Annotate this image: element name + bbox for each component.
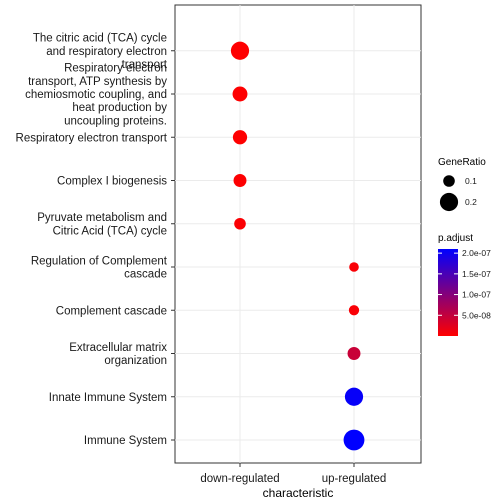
x-axis-title: characteristic	[263, 486, 334, 500]
y-tick-label-line: Complement cascade	[56, 305, 167, 317]
size-legend-label: 0.2	[465, 197, 477, 207]
y-tick-label-line: Pyruvate metabolism and	[37, 212, 167, 224]
y-tick-label-line: heat production by	[72, 102, 167, 114]
color-legend-label: 5.0e-08	[462, 310, 491, 320]
data-point	[232, 86, 248, 102]
y-tick-label: Respiratory electron transport, ATP synth…	[25, 63, 167, 128]
color-legend-title: p.adjust	[438, 233, 473, 244]
color-legend-label: 1.0e-07	[462, 290, 491, 300]
y-tick-label-line: chemiosmotic coupling, and	[25, 89, 167, 101]
y-tick-label-line: transport	[122, 59, 168, 71]
points	[230, 41, 365, 451]
data-point	[347, 347, 361, 360]
y-tick-label-line: Innate Immune System	[49, 392, 167, 404]
y-tick-label-line: The citric acid (TCA) cycle	[33, 33, 167, 45]
data-point	[343, 429, 365, 451]
data-point	[233, 174, 247, 187]
y-tick-label: Complex I biogenesis	[57, 176, 167, 188]
color-bar	[438, 249, 458, 336]
data-point	[234, 217, 246, 230]
size-legend: GeneRatio 0.1 0.2	[438, 157, 486, 212]
x-tick-label: up-regulated	[322, 473, 387, 485]
color-legend-label: 1.5e-07	[462, 269, 491, 279]
y-tick-label-line: uncoupling proteins.	[64, 115, 167, 127]
y-tick-label-line: Regulation of Complement	[31, 255, 168, 267]
y-tick-label: Extracellular matrix organization	[69, 342, 167, 367]
y-tick-label: Pyruvate metabolism and Citric Acid (TCA)…	[37, 212, 167, 237]
y-tick-label: Regulation of Complement cascade	[31, 255, 168, 280]
y-tick-label-line: Citric Acid (TCA) cycle	[53, 225, 167, 237]
y-tick-label: Immune System	[84, 435, 167, 447]
y-tick-label-line: Complex I biogenesis	[57, 176, 167, 188]
grid-lines	[175, 5, 421, 463]
y-axis-labels: Immune System Innate Immune System Extrace…	[16, 33, 175, 447]
data-point	[232, 130, 248, 145]
data-point	[348, 305, 360, 316]
y-tick-label-line: and respiratory electron	[46, 46, 167, 58]
y-tick-label-line: Respiratory electron transport	[16, 132, 168, 144]
y-tick-label-line: Respiratory electron	[64, 63, 167, 75]
y-tick-label: Innate Immune System	[49, 392, 167, 404]
y-tick-label-line: Extracellular matrix	[69, 342, 167, 354]
data-point	[344, 387, 364, 406]
size-legend-label: 0.1	[465, 176, 477, 186]
data-point	[230, 41, 250, 60]
size-legend-key	[439, 192, 459, 212]
y-tick-label-line: organization	[104, 355, 167, 367]
plot-panel	[174, 4, 422, 464]
size-legend-title: GeneRatio	[438, 157, 486, 168]
y-tick-label-line: cascade	[124, 269, 167, 281]
color-legend-label: 2.0e-07	[462, 248, 491, 258]
x-axis-labels: down-regulated up-regulated	[200, 463, 386, 485]
y-tick-label-line: transport, ATP synthesis by	[28, 76, 167, 88]
y-tick-label: Complement cascade	[56, 305, 167, 317]
y-tick-label-line: Immune System	[84, 435, 167, 447]
size-legend-key	[443, 175, 455, 187]
x-tick-label: down-regulated	[200, 473, 279, 485]
y-tick-label: The citric acid (TCA) cycle and respirato…	[33, 33, 168, 71]
y-tick-label: Respiratory electron transport	[16, 132, 168, 144]
color-legend: p.adjust 2.0e-07 1.5e-07 1.0e-07 5.0e-08	[438, 233, 491, 336]
data-point	[349, 262, 359, 272]
